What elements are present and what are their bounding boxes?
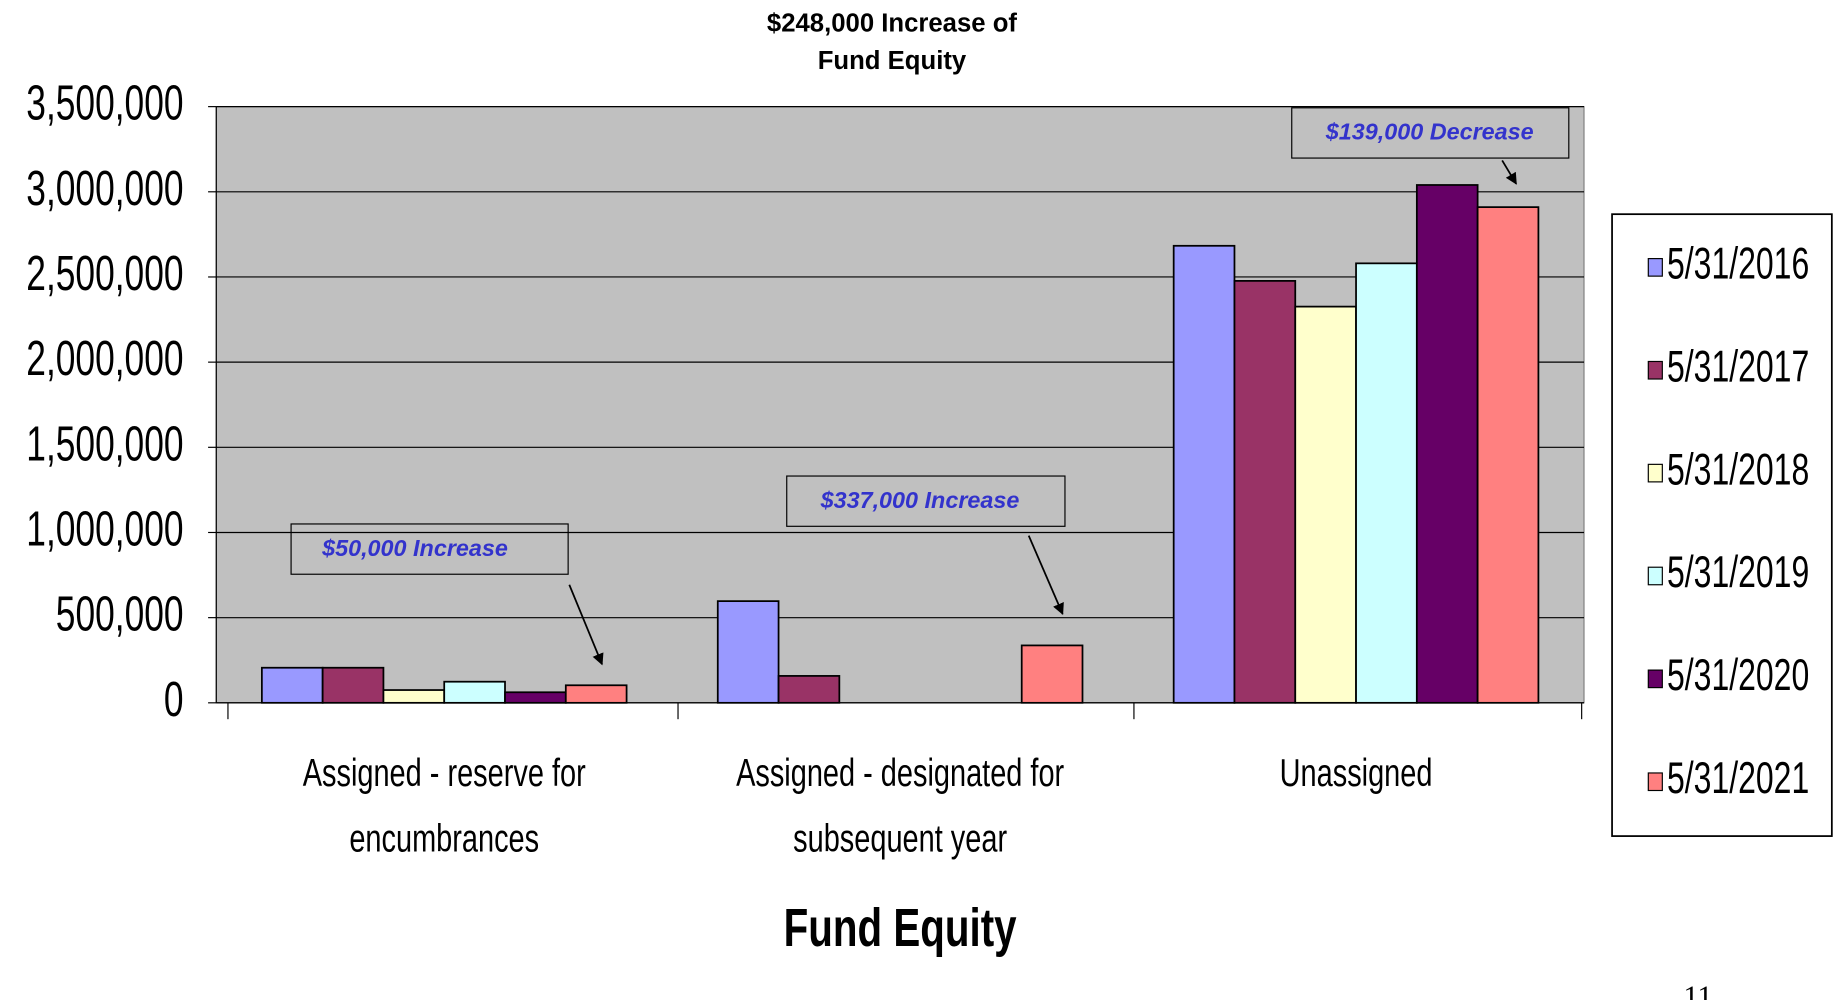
bar: [443, 680, 506, 704]
legend-box: [1611, 213, 1833, 837]
annotation: $337,000 Increase: [820, 487, 1020, 513]
page-number: 11: [1683, 980, 1712, 1000]
bar: [777, 675, 841, 704]
y-tick-label: 2,500,000: [26, 246, 183, 301]
chart-title: Fund Equity: [818, 47, 967, 75]
legend-swatch: [1647, 360, 1663, 380]
legend-label: 5/31/2019: [1667, 548, 1809, 597]
x-tick-label-box: Assigned - reserve for encumbrances: [302, 750, 586, 860]
legend-label: 5/31/2018: [1667, 445, 1809, 494]
y-tick-label: 3,000,000: [26, 161, 183, 216]
x-tick-label: Unassigned: [1279, 750, 1433, 795]
y-tick-label: 500,000: [56, 587, 184, 642]
legend-label: 5/31/2021: [1667, 754, 1809, 803]
annotation-arrow: [1501, 159, 1517, 185]
legend-label: 5/31/2020: [1667, 651, 1809, 700]
bar: [1476, 206, 1540, 704]
bar: [1355, 262, 1418, 704]
legend-label: 5/31/2016: [1667, 239, 1809, 288]
bar: [1233, 280, 1297, 704]
annotation-box: [1291, 107, 1570, 159]
bar: [382, 689, 446, 704]
annotation-box: [786, 475, 1066, 527]
legend-swatch: [1647, 566, 1663, 586]
annotation: $50,000 Increase: [321, 535, 508, 561]
x-axis-title: Fund Equity: [784, 899, 1017, 959]
bar: [504, 691, 567, 704]
x-tick-label-box: Assigned - designated for subsequent yea…: [736, 750, 1065, 860]
legend-label: 5/31/2017: [1667, 342, 1809, 391]
x-tick-label: Assigned - designated for subsequent yea…: [736, 750, 1065, 860]
x-tick-label-box: Unassigned: [1279, 750, 1433, 795]
bar: [260, 666, 324, 704]
bar: [564, 684, 628, 704]
bar: [1172, 244, 1236, 704]
bar: [1020, 644, 1084, 704]
annotation-arrow: [1027, 535, 1064, 616]
bar: [1415, 184, 1479, 704]
y-tick-label: 1,500,000: [26, 417, 183, 472]
y-tick-label: 0: [164, 672, 184, 727]
legend-swatch: [1647, 669, 1663, 689]
legend-swatch: [1647, 258, 1663, 277]
y-tick-label: 2,000,000: [26, 331, 183, 386]
legend-swatch: [1647, 463, 1663, 483]
bar: [321, 666, 385, 704]
bar: [716, 600, 780, 704]
y-tick-label: 1,000,000: [26, 502, 183, 557]
bar: [1294, 305, 1357, 704]
chart-title: $248,000 Increase of: [767, 10, 1018, 38]
annotation-box: [290, 523, 569, 575]
annotation-arrow: [568, 584, 604, 666]
x-tick-label: Assigned - reserve for encumbrances: [302, 750, 586, 860]
legend-swatch: [1647, 772, 1663, 792]
y-tick-label: 3,500,000: [26, 76, 183, 131]
annotation: $139,000 Decrease: [1325, 119, 1534, 145]
